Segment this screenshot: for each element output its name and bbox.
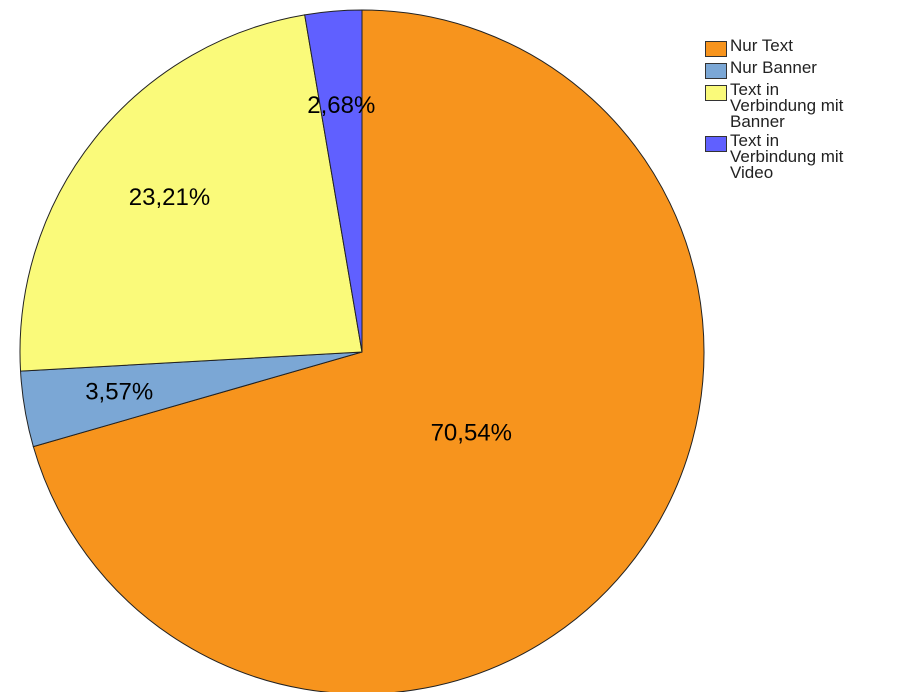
legend-swatch xyxy=(705,136,727,152)
legend-item: Text in Verbindung mit Banner xyxy=(705,80,905,131)
legend-item: Nur Banner xyxy=(705,58,905,79)
legend-label: Nur Banner xyxy=(730,58,817,77)
pie-slice xyxy=(304,9,363,353)
legend: Nur Text Nur Banner Text in Verbindung mit… xyxy=(705,36,905,184)
legend-swatch xyxy=(705,41,727,57)
data-label: 23,21% xyxy=(129,184,210,211)
pie-slice xyxy=(32,9,705,692)
legend-swatch xyxy=(705,85,727,101)
data-label: 3,57% xyxy=(85,379,153,406)
legend-swatch xyxy=(705,63,727,79)
legend-label: Text in Verbindung mit Video xyxy=(730,131,844,182)
legend-label: Nur Text xyxy=(730,36,793,55)
legend-label: Text in Verbindung mit Banner xyxy=(730,80,844,131)
legend-item: Nur Text xyxy=(705,36,905,57)
legend-item: Text in Verbindung mit Video xyxy=(705,131,905,182)
data-label: 70,54% xyxy=(431,420,512,447)
pie-slice xyxy=(19,14,363,372)
data-label: 2,68% xyxy=(307,92,375,119)
